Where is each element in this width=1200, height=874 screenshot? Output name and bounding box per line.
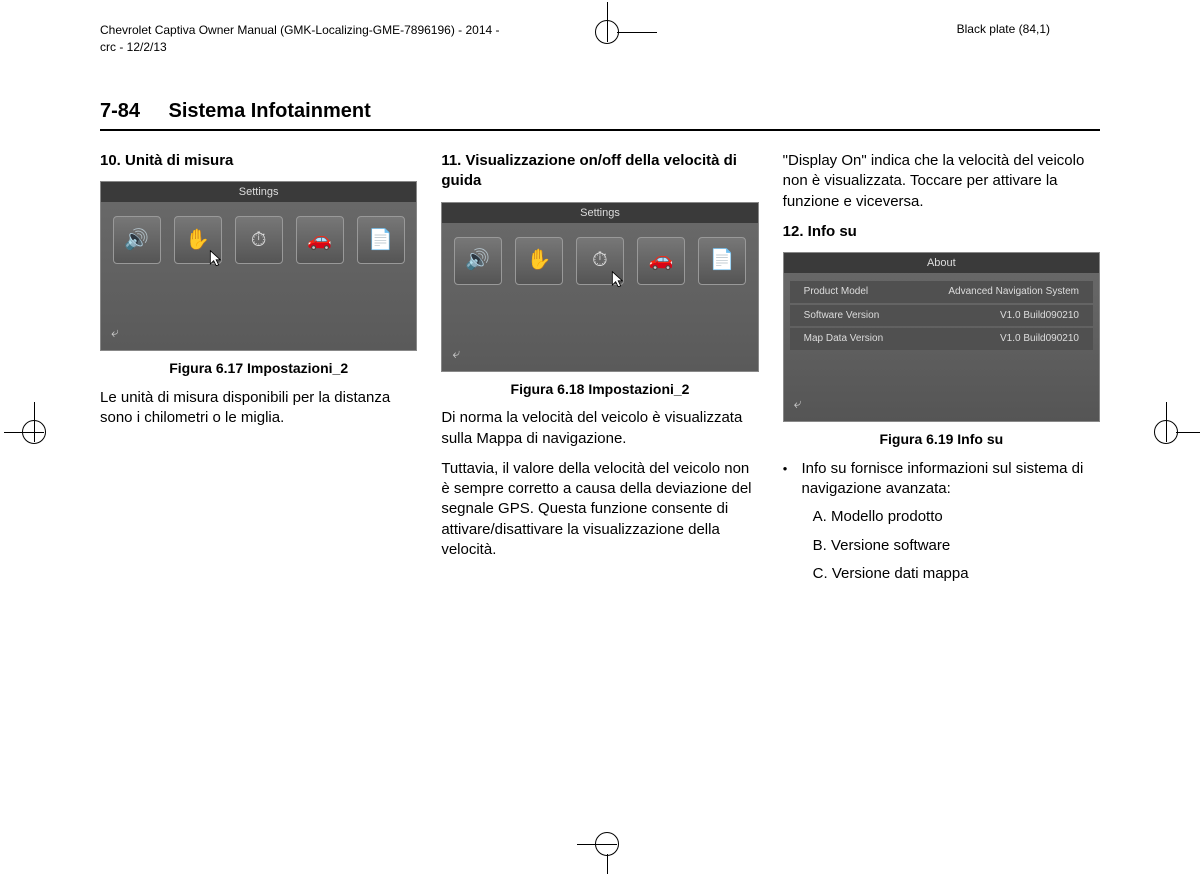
sub-b: B. Versione software: [813, 536, 1100, 556]
doc-header-line2: crc - 12/2/13: [100, 39, 500, 56]
settings-screenshot-1: Settings 🔊 ✋ ⏱ 🚗 📄 ⤶: [100, 181, 417, 351]
col2-figcap: Figura 6.18 Impostazioni_2: [441, 380, 758, 399]
about-screenshot: About Product Model Advanced Navigation …: [783, 252, 1100, 422]
col2-p2: Tuttavia, il valore della velocità del v…: [441, 459, 758, 560]
ss1-back-icon: ⤶: [111, 323, 119, 342]
doc-header-right: Black plate (84,1): [957, 22, 1050, 36]
about-row-2-key: Software Version: [804, 309, 880, 323]
about-row-1-key: Product Model: [804, 285, 868, 299]
cursor-icon: [207, 249, 227, 269]
ss2-icons: 🔊 ✋ ⏱ 🚗 📄: [442, 223, 757, 299]
ss1-icon-4: 🚗: [296, 216, 344, 264]
ss2-icon-1: 🔊: [454, 237, 502, 285]
ss2-back-icon: ⤶: [452, 344, 460, 363]
col3-top-para: "Display On" indica che la velocità del …: [783, 151, 1100, 212]
settings-screenshot-2: Settings 🔊 ✋ ⏱ 🚗 📄 ⤶: [441, 202, 758, 372]
col3-bullet-text: Info su fornisce informazioni sul sistem…: [802, 459, 1100, 500]
ss1-icons: 🔊 ✋ ⏱ 🚗 📄: [101, 202, 416, 278]
about-row-3: Map Data Version V1.0 Build090210: [790, 328, 1093, 350]
page-number: 7-84: [100, 100, 140, 122]
ss2-icon-2: ✋: [515, 237, 563, 285]
col1-figcap: Figura 6.17 Impostazioni_2: [100, 359, 417, 378]
content-columns: 10. Unità di misura Settings 🔊 ✋ ⏱ 🚗 📄 ⤶…: [100, 151, 1100, 592]
column-1: 10. Unità di misura Settings 🔊 ✋ ⏱ 🚗 📄 ⤶…: [100, 151, 417, 592]
doc-header-left: Chevrolet Captiva Owner Manual (GMK-Loca…: [100, 22, 500, 56]
about-row-1: Product Model Advanced Navigation System: [790, 281, 1093, 303]
col3-bullet: ● Info su fornisce informazioni sul sist…: [783, 459, 1100, 500]
ss1-icon-2: ✋: [174, 216, 222, 264]
page-content: 7-84 Sistema Infotainment 10. Unità di m…: [100, 100, 1100, 592]
about-row-1-val: Advanced Navigation System: [948, 285, 1079, 299]
col3-figcap: Figura 6.19 Info su: [783, 430, 1100, 449]
page-title: Sistema Infotainment: [168, 100, 370, 122]
ss1-icon-3: ⏱: [235, 216, 283, 264]
about-row-2: Software Version V1.0 Build090210: [790, 305, 1093, 327]
cursor-icon: [609, 270, 629, 290]
about-row-2-val: V1.0 Build090210: [1000, 309, 1079, 323]
column-3: "Display On" indica che la velocità del …: [783, 151, 1100, 592]
ss1-icon-5: 📄: [357, 216, 405, 264]
col1-body: Le unità di misura disponibili per la di…: [100, 388, 417, 429]
about-back-icon: ⤶: [794, 394, 802, 413]
ss2-title: Settings: [442, 203, 757, 223]
page-header: 7-84 Sistema Infotainment: [100, 100, 1100, 131]
col3-sublist: A. Modello prodotto B. Versione software…: [813, 507, 1100, 584]
about-title: About: [784, 253, 1099, 273]
ss2-icon-5: 📄: [698, 237, 746, 285]
doc-header-line1: Chevrolet Captiva Owner Manual (GMK-Loca…: [100, 22, 500, 39]
column-2: 11. Visualizzazione on/off della velocit…: [441, 151, 758, 592]
col2-p1: Di norma la velocità del veicolo è visua…: [441, 408, 758, 449]
col2-heading: 11. Visualizzazione on/off della velocit…: [441, 151, 758, 192]
bullet-icon: ●: [783, 459, 788, 500]
col3-heading: 12. Info su: [783, 222, 1100, 242]
ss2-icon-4: 🚗: [637, 237, 685, 285]
ss1-title: Settings: [101, 182, 416, 202]
about-row-3-key: Map Data Version: [804, 332, 884, 346]
ss2-icon-3: ⏱: [576, 237, 624, 285]
sub-a: A. Modello prodotto: [813, 507, 1100, 527]
about-row-3-val: V1.0 Build090210: [1000, 332, 1079, 346]
ss1-icon-1: 🔊: [113, 216, 161, 264]
sub-c: C. Versione dati mappa: [813, 564, 1100, 584]
col1-heading: 10. Unità di misura: [100, 151, 417, 171]
